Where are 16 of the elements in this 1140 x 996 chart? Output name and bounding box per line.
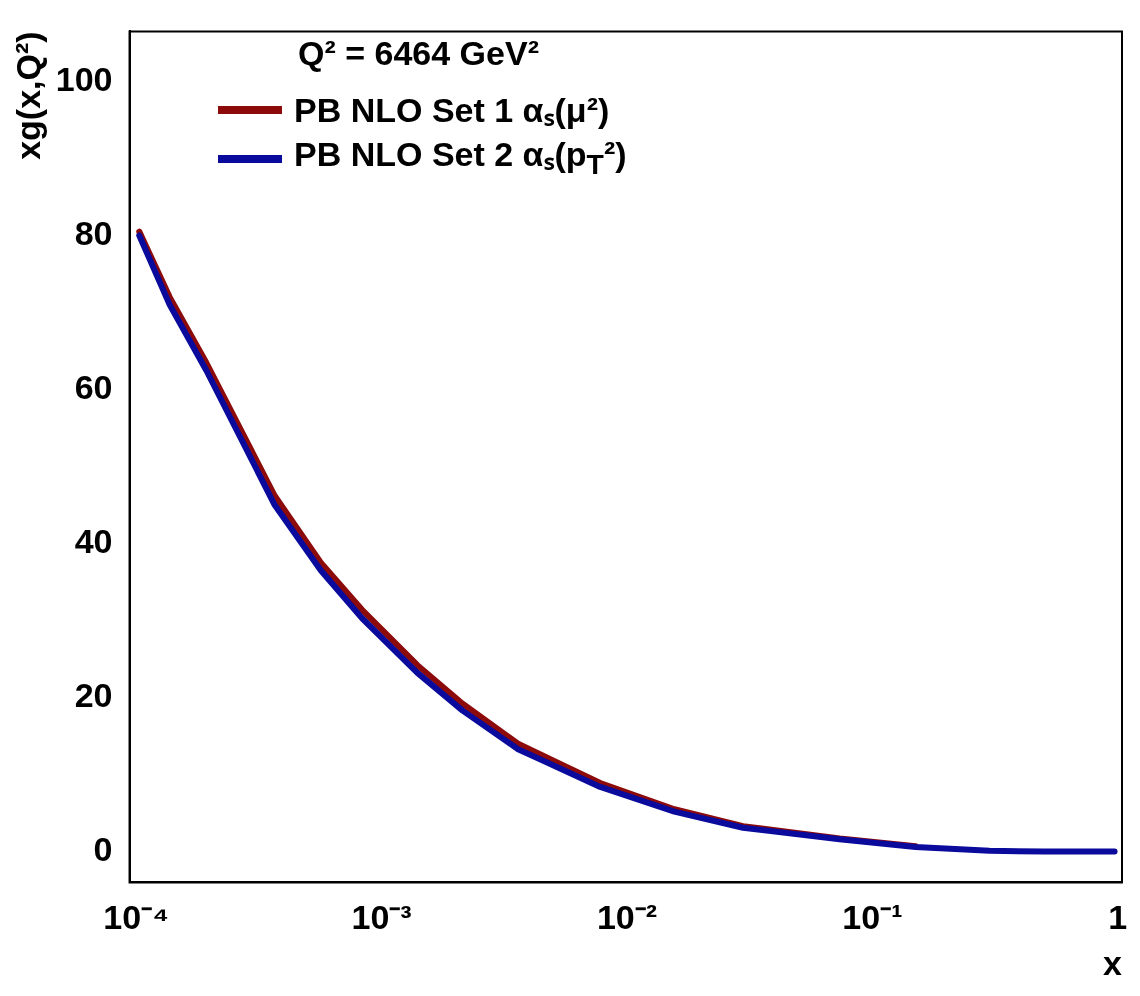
- y-tick-label: 100: [55, 59, 113, 98]
- y-tick-label: 40: [74, 521, 113, 560]
- legend-label: PB NLO Set 2 αₛ(p$_{T}$²): [294, 134, 627, 182]
- x-axis-title: x: [1103, 943, 1123, 982]
- y-tick-label: 60: [74, 367, 113, 406]
- x-tick-label: 10⁻⁴: [103, 898, 169, 937]
- x-tick-label: 1: [1108, 898, 1128, 937]
- legend-label: PB NLO Set 1 αₛ(μ²): [294, 90, 610, 131]
- y-tick-label: 20: [74, 675, 113, 714]
- x-tick-label: 10⁻³: [351, 898, 412, 937]
- y-axis-title: xg(x,Q²): [8, 31, 47, 160]
- x-tick-label: 10⁻²: [596, 898, 658, 937]
- chart-title: Q² = 6464 GeV²: [298, 34, 539, 73]
- y-tick-label: 0: [93, 829, 113, 868]
- x-tick-label: 10⁻¹: [842, 898, 903, 937]
- y-tick-label: 80: [74, 213, 113, 252]
